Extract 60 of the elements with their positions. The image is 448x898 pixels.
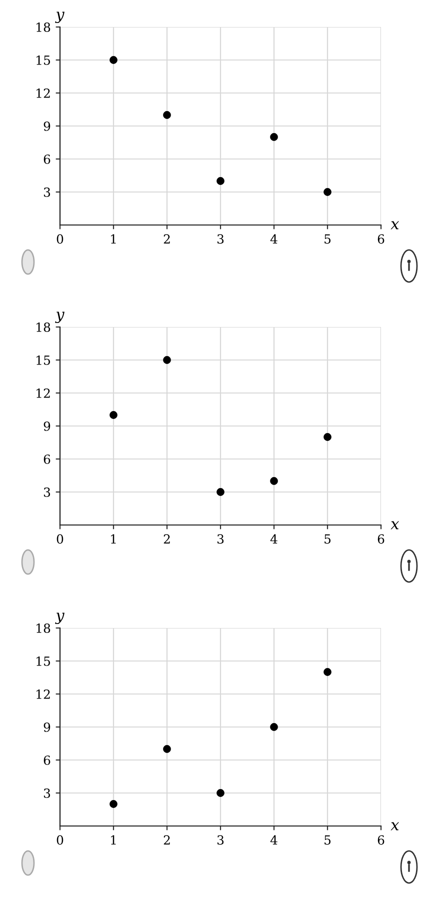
point bbox=[163, 745, 171, 753]
point bbox=[324, 668, 332, 676]
y-tick-label: 3 bbox=[44, 788, 50, 798]
y-tick-label: 15 bbox=[36, 355, 50, 365]
y-tick-label: 15 bbox=[36, 55, 50, 65]
x-tick-label: 3 bbox=[217, 234, 224, 244]
point bbox=[216, 488, 224, 496]
point bbox=[110, 411, 118, 419]
x-tick-label: 0 bbox=[56, 234, 64, 244]
y-tick-label: 9 bbox=[44, 722, 50, 732]
x-tick-label: 1 bbox=[111, 835, 116, 845]
point bbox=[110, 800, 118, 808]
x-tick-label: 4 bbox=[270, 534, 278, 544]
x-tick-label: 4 bbox=[270, 835, 278, 845]
x-tick-label: 6 bbox=[378, 234, 384, 244]
y-tick-label: 15 bbox=[36, 656, 50, 666]
x-tick-label: 1 bbox=[111, 234, 116, 244]
y-tick-label: 18 bbox=[36, 623, 50, 633]
x-tick-label: 2 bbox=[164, 534, 170, 544]
x-tick-label: 6 bbox=[378, 835, 384, 845]
point bbox=[163, 111, 171, 119]
x-axis-title: x bbox=[390, 221, 400, 230]
x-tick-label: 1 bbox=[111, 534, 116, 544]
y-tick-label: 12 bbox=[36, 88, 50, 98]
point bbox=[270, 477, 278, 485]
y-tick-label: 9 bbox=[44, 421, 50, 431]
x-tick-label: 5 bbox=[324, 234, 331, 244]
x-tick-label: 0 bbox=[56, 835, 64, 845]
point bbox=[163, 356, 171, 364]
x-tick-label: 3 bbox=[217, 534, 224, 544]
y-axis-title: y bbox=[55, 12, 64, 24]
point bbox=[110, 56, 118, 64]
y-tick-label: 9 bbox=[44, 121, 50, 131]
y-tick-label: 6 bbox=[44, 154, 50, 164]
x-tick-label: 5 bbox=[324, 835, 331, 845]
y-axis-title: y bbox=[55, 312, 64, 324]
x-axis-title: x bbox=[390, 822, 400, 830]
y-tick-label: 3 bbox=[44, 187, 50, 197]
y-tick-label: 18 bbox=[36, 322, 50, 332]
y-tick-label: 6 bbox=[44, 454, 50, 464]
x-tick-label: 4 bbox=[270, 234, 278, 244]
point bbox=[270, 133, 278, 141]
x-tick-label: 5 bbox=[324, 534, 331, 544]
point bbox=[324, 433, 332, 441]
x-tick-label: 2 bbox=[164, 234, 170, 244]
y-tick-label: 12 bbox=[36, 388, 50, 398]
point bbox=[216, 789, 224, 797]
x-tick-label: 6 bbox=[378, 534, 384, 544]
x-tick-label: 0 bbox=[56, 534, 64, 544]
point bbox=[324, 188, 332, 196]
x-tick-label: 2 bbox=[164, 835, 170, 845]
y-axis-title: y bbox=[55, 612, 64, 624]
x-axis-title: x bbox=[390, 521, 400, 530]
y-tick-label: 3 bbox=[44, 487, 50, 497]
point bbox=[270, 723, 278, 731]
point bbox=[216, 177, 224, 185]
y-tick-label: 6 bbox=[44, 755, 50, 765]
y-tick-label: 18 bbox=[36, 22, 50, 32]
y-tick-label: 12 bbox=[36, 689, 50, 699]
x-tick-label: 3 bbox=[217, 835, 224, 845]
